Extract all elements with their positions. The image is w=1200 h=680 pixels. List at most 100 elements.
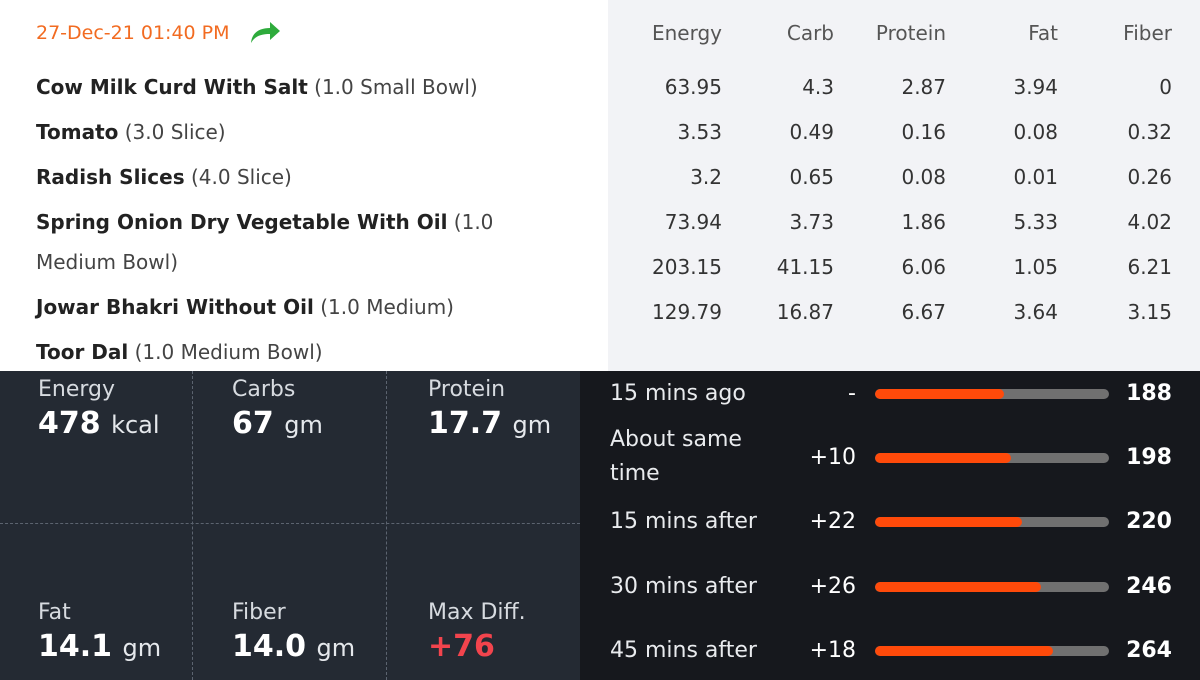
food-quantity: (1.0 Small Bowl) <box>314 75 478 99</box>
nutrient-cell: 6.06 <box>901 255 946 279</box>
glucose-readings-panel: 15 mins ago - 188 About same time +10 19… <box>580 371 1200 680</box>
summary-protein: Protein 17.7 gm <box>428 375 608 444</box>
nutrient-cell: 6.21 <box>1127 255 1172 279</box>
nutrient-table: Energy Carb Protein Fat Fiber 63.95 4.3 … <box>608 0 1200 371</box>
glucose-bar <box>875 582 1109 592</box>
glucose-value: 246 <box>1126 574 1172 599</box>
summary-label: Energy <box>38 377 116 402</box>
nutrient-cell: 203.15 <box>652 255 722 279</box>
glucose-diff: +18 <box>809 638 856 663</box>
nutrient-cell: 0.08 <box>1013 120 1058 144</box>
food-item[interactable]: Spring Onion Dry Vegetable With Oil (1.0 <box>36 208 493 236</box>
summary-value: 478 kcal <box>38 406 160 441</box>
glucose-diff: +26 <box>809 574 856 599</box>
glucose-diff: +22 <box>809 509 856 534</box>
glucose-bar-fill <box>875 453 1011 463</box>
grid-divider <box>192 371 193 680</box>
glucose-bar <box>875 453 1109 463</box>
nutrient-cell: 4.02 <box>1127 210 1172 234</box>
column-header-carb: Carb <box>786 21 834 45</box>
meal-timestamp: 27-Dec-21 01:40 PM <box>36 22 230 44</box>
nutrient-cell: 0.16 <box>901 120 946 144</box>
nutrient-cell: 0 <box>1159 75 1172 99</box>
nutrient-cell: 1.86 <box>901 210 946 234</box>
summary-value: 14.1 gm <box>38 629 162 664</box>
food-item[interactable]: Radish Slices (4.0 Slice) <box>36 163 292 191</box>
nutrient-cell: 0.32 <box>1127 120 1172 144</box>
glucose-time-label: 15 mins after <box>610 509 757 534</box>
nutrient-cell: 16.87 <box>776 300 834 324</box>
food-quantity: (3.0 Slice) <box>124 120 226 144</box>
glucose-diff: +10 <box>809 445 856 470</box>
summary-carbs: Carbs 67 gm <box>232 375 412 444</box>
summary-fiber: Fiber 14.0 gm <box>232 598 412 667</box>
meal-items-panel: 27-Dec-21 01:40 PM Cow Milk Curd With Sa… <box>0 0 608 371</box>
glucose-bar-fill <box>875 582 1042 592</box>
summary-max-diff: Max Diff. +76 <box>428 598 608 666</box>
food-name: Spring Onion Dry Vegetable With Oil <box>36 210 448 234</box>
glucose-bar <box>875 517 1109 527</box>
summary-fat: Fat 14.1 gm <box>38 598 218 667</box>
food-name: Cow Milk Curd With Salt <box>36 75 308 99</box>
glucose-value: 198 <box>1126 445 1172 470</box>
summary-label: Max Diff. <box>428 600 526 625</box>
nutrient-cell: 73.94 <box>664 210 722 234</box>
summary-value: 14.0 gm <box>232 629 356 664</box>
summary-value: 67 gm <box>232 406 323 441</box>
food-quantity: (4.0 Slice) <box>190 165 292 189</box>
summary-label: Carbs <box>232 377 296 402</box>
nutrient-cell: 63.95 <box>664 75 722 99</box>
grid-divider <box>0 523 580 524</box>
food-name: Jowar Bhakri Without Oil <box>36 295 314 319</box>
nutrient-cell: 2.87 <box>901 75 946 99</box>
nutrient-cell: 6.67 <box>901 300 946 324</box>
food-name: Radish Slices <box>36 165 185 189</box>
summary-label: Fat <box>38 600 71 625</box>
glucose-bar-fill <box>875 646 1053 656</box>
glucose-bar-fill <box>875 389 1004 399</box>
glucose-value: 188 <box>1126 381 1172 406</box>
nutrient-cell: 41.15 <box>776 255 834 279</box>
nutrition-summary-panel: Energy 478 kcal Carbs 67 gm Protein 17.7… <box>0 371 580 680</box>
column-header-fiber: Fiber <box>1123 21 1172 45</box>
nutrient-cell: 3.64 <box>1013 300 1058 324</box>
summary-value: +76 <box>428 629 495 664</box>
nutrient-cell: 0.26 <box>1127 165 1172 189</box>
nutrient-cell: 0.01 <box>1013 165 1058 189</box>
glucose-value: 220 <box>1126 509 1172 534</box>
nutrient-cell: 3.53 <box>677 120 722 144</box>
nutrient-cell: 3.73 <box>789 210 834 234</box>
nutrient-cell: 3.15 <box>1127 300 1172 324</box>
nutrient-cell: 0.65 <box>789 165 834 189</box>
food-name: Toor Dal <box>36 340 129 364</box>
nutrient-cell: 1.05 <box>1013 255 1058 279</box>
glucose-time-label: 15 mins ago <box>610 381 746 406</box>
food-item[interactable]: Jowar Bhakri Without Oil (1.0 Medium) <box>36 293 454 321</box>
nutrient-cell: 4.3 <box>802 75 834 99</box>
glucose-bar-fill <box>875 517 1023 527</box>
share-arrow-icon[interactable] <box>248 20 282 46</box>
glucose-time-label: 30 mins after <box>610 574 757 599</box>
summary-energy: Energy 478 kcal <box>38 375 218 444</box>
nutrient-cell: 0.49 <box>789 120 834 144</box>
food-quantity: (1.0 Medium Bowl) <box>134 340 323 364</box>
food-quantity: (1.0 Medium) <box>320 295 454 319</box>
glucose-diff: - <box>848 381 856 406</box>
glucose-value: 264 <box>1126 638 1172 663</box>
summary-label: Protein <box>428 377 506 402</box>
glucose-bar <box>875 646 1109 656</box>
summary-label: Fiber <box>232 600 286 625</box>
nutrient-cell: 129.79 <box>652 300 722 324</box>
column-header-fat: Fat <box>1028 21 1058 45</box>
food-item[interactable]: Toor Dal (1.0 Medium Bowl) <box>36 338 323 366</box>
meal-header: 27-Dec-21 01:40 PM <box>36 18 282 48</box>
glucose-time-label: About same time <box>610 427 742 486</box>
food-item[interactable]: Tomato (3.0 Slice) <box>36 118 226 146</box>
nutrient-cell: 5.33 <box>1013 210 1058 234</box>
food-quantity: (1.0 <box>453 210 494 234</box>
food-item[interactable]: Cow Milk Curd With Salt (1.0 Small Bowl) <box>36 73 478 101</box>
column-header-energy: Energy <box>651 21 722 45</box>
glucose-bar <box>875 389 1109 399</box>
glucose-time-label: 45 mins after <box>610 638 757 663</box>
food-name: Tomato <box>36 120 119 144</box>
